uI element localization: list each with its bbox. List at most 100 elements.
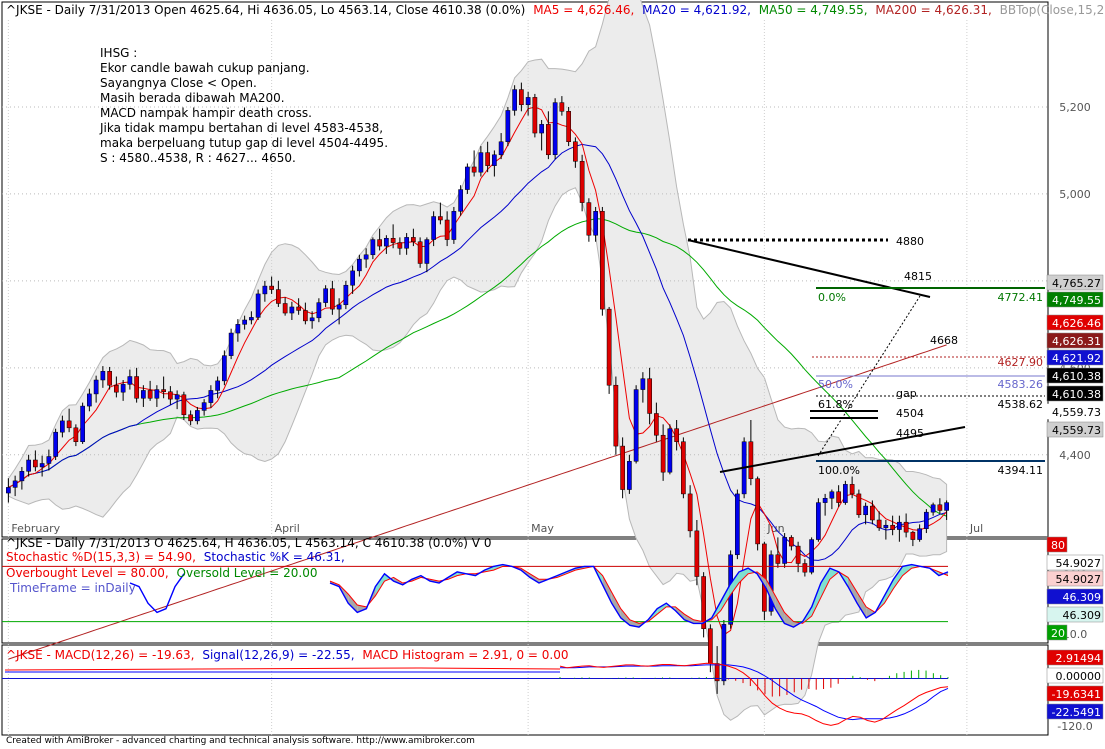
candle-body [390,238,396,243]
stoch-fill [620,608,630,626]
stoch-fill [884,579,894,604]
candle-body [53,431,58,457]
price-value-tag [1046,349,1104,366]
candle-body [654,413,659,436]
candle-body [843,484,848,503]
candle-body [168,391,173,400]
stoch-header: ^JKSE - Daily 7/31/2013 O 4625.64, H 463… [6,536,491,550]
price-value-tag-text: 4,765.27 [1052,277,1101,290]
macd-value-tag [1046,649,1104,666]
stoch-value-tag [1046,606,1104,623]
macd-header: ^JKSE - MACD(12,26) = -19.63, Signal(12,… [6,648,568,662]
candle-body [633,389,639,462]
candle-body [370,239,376,256]
candle-body [269,285,274,290]
candle-body [255,293,261,318]
month-label: February [11,522,60,535]
price-value-tag [1046,291,1104,308]
candle-body [384,238,389,247]
candle-body [451,211,457,240]
candle-body [627,461,632,490]
price-tick-label: 5,200 [1059,101,1091,114]
macd-value-tag [1046,667,1104,684]
ma5-line [8,106,947,636]
stoch-fill [848,577,858,604]
stoch-fill [902,564,912,576]
candle-body [606,308,612,386]
stoch-header-4: TimeFrame = inDaily [9,581,136,595]
candle-body [424,239,430,264]
candle-body [417,241,423,264]
candle-body [276,289,281,304]
candle-body [343,284,349,306]
stoch-k-line [329,563,949,628]
month-label: April [275,522,300,535]
candle-body [19,471,25,482]
candle-body [289,306,295,314]
candle-body [215,380,220,391]
stoch-value-tag-text: 54.9027 [1056,557,1102,570]
candle-body [174,394,180,400]
macd-value-tag-text: -19.6341 [1052,688,1101,701]
candle-body [87,393,92,407]
note-line: Ekor candle bawah cukup panjang. [100,61,310,75]
stoch-k-line-early [129,573,185,614]
candle-body [876,519,882,529]
candle-body [478,152,484,173]
price-value-tag-text: 4,621.92 [1052,352,1101,365]
candle-body [471,166,477,173]
fib-0-label: 0.0% [818,291,846,304]
candle-body [93,379,99,395]
stoch-fill [375,573,385,596]
candle-body [39,463,45,468]
candle-body [829,491,835,499]
candle-body [444,219,450,240]
gap-4504-label: 4504 [896,407,924,420]
candle-body [782,537,787,564]
candle-body [46,456,52,464]
candle-body [613,384,619,447]
candle-body [431,216,436,240]
header-symbol: ^JKSE - Daily 7/31/2013 Open 4625.64, Hi… [6,3,1105,17]
fib-100-value: 4394.11 [998,464,1044,477]
label-4668: 4668 [930,334,958,347]
price-value-tag-text: 4,610.38 [1052,388,1101,401]
macd-line-early [4,667,561,671]
price-tick-label: 5,000 [1059,188,1091,201]
candle-body [100,371,106,381]
month-label: May [531,522,554,535]
candle-body [586,202,592,236]
candle-body [208,390,214,403]
note-line: Masih berada dibawah MA200. [100,91,285,105]
candle-body [552,102,558,156]
candle-body [795,545,801,564]
ma200-level-label: 4627.90 [998,356,1044,369]
note-line: maka berpeluang tutup gap di level 4504-… [100,136,388,150]
candle-body [768,554,774,612]
candle-body [309,317,315,322]
stoch-fill [657,603,667,615]
candle-body [228,332,234,356]
candle-body [640,378,646,390]
candle-body [141,390,146,399]
label-4815: 4815 [904,270,932,283]
stoch-fill [529,573,540,583]
candle-body [748,441,754,479]
candle-body [519,89,524,106]
candle-body [154,389,160,399]
candle-body [235,324,241,334]
bollinger-band [7,0,948,721]
candle-body [282,303,288,314]
candle-body [809,539,814,573]
candle-body [147,390,153,399]
candle-body [849,484,855,495]
candle-body [593,211,598,236]
price-value-tag-text: 4,559.73 [1052,406,1101,419]
footer-credit: Created with AmiBroker - advanced charti… [6,736,475,746]
candle-body [856,493,862,516]
macd-tick-label: -120.0 [1057,720,1092,733]
candle-body [498,141,504,156]
candle-body [525,97,531,106]
